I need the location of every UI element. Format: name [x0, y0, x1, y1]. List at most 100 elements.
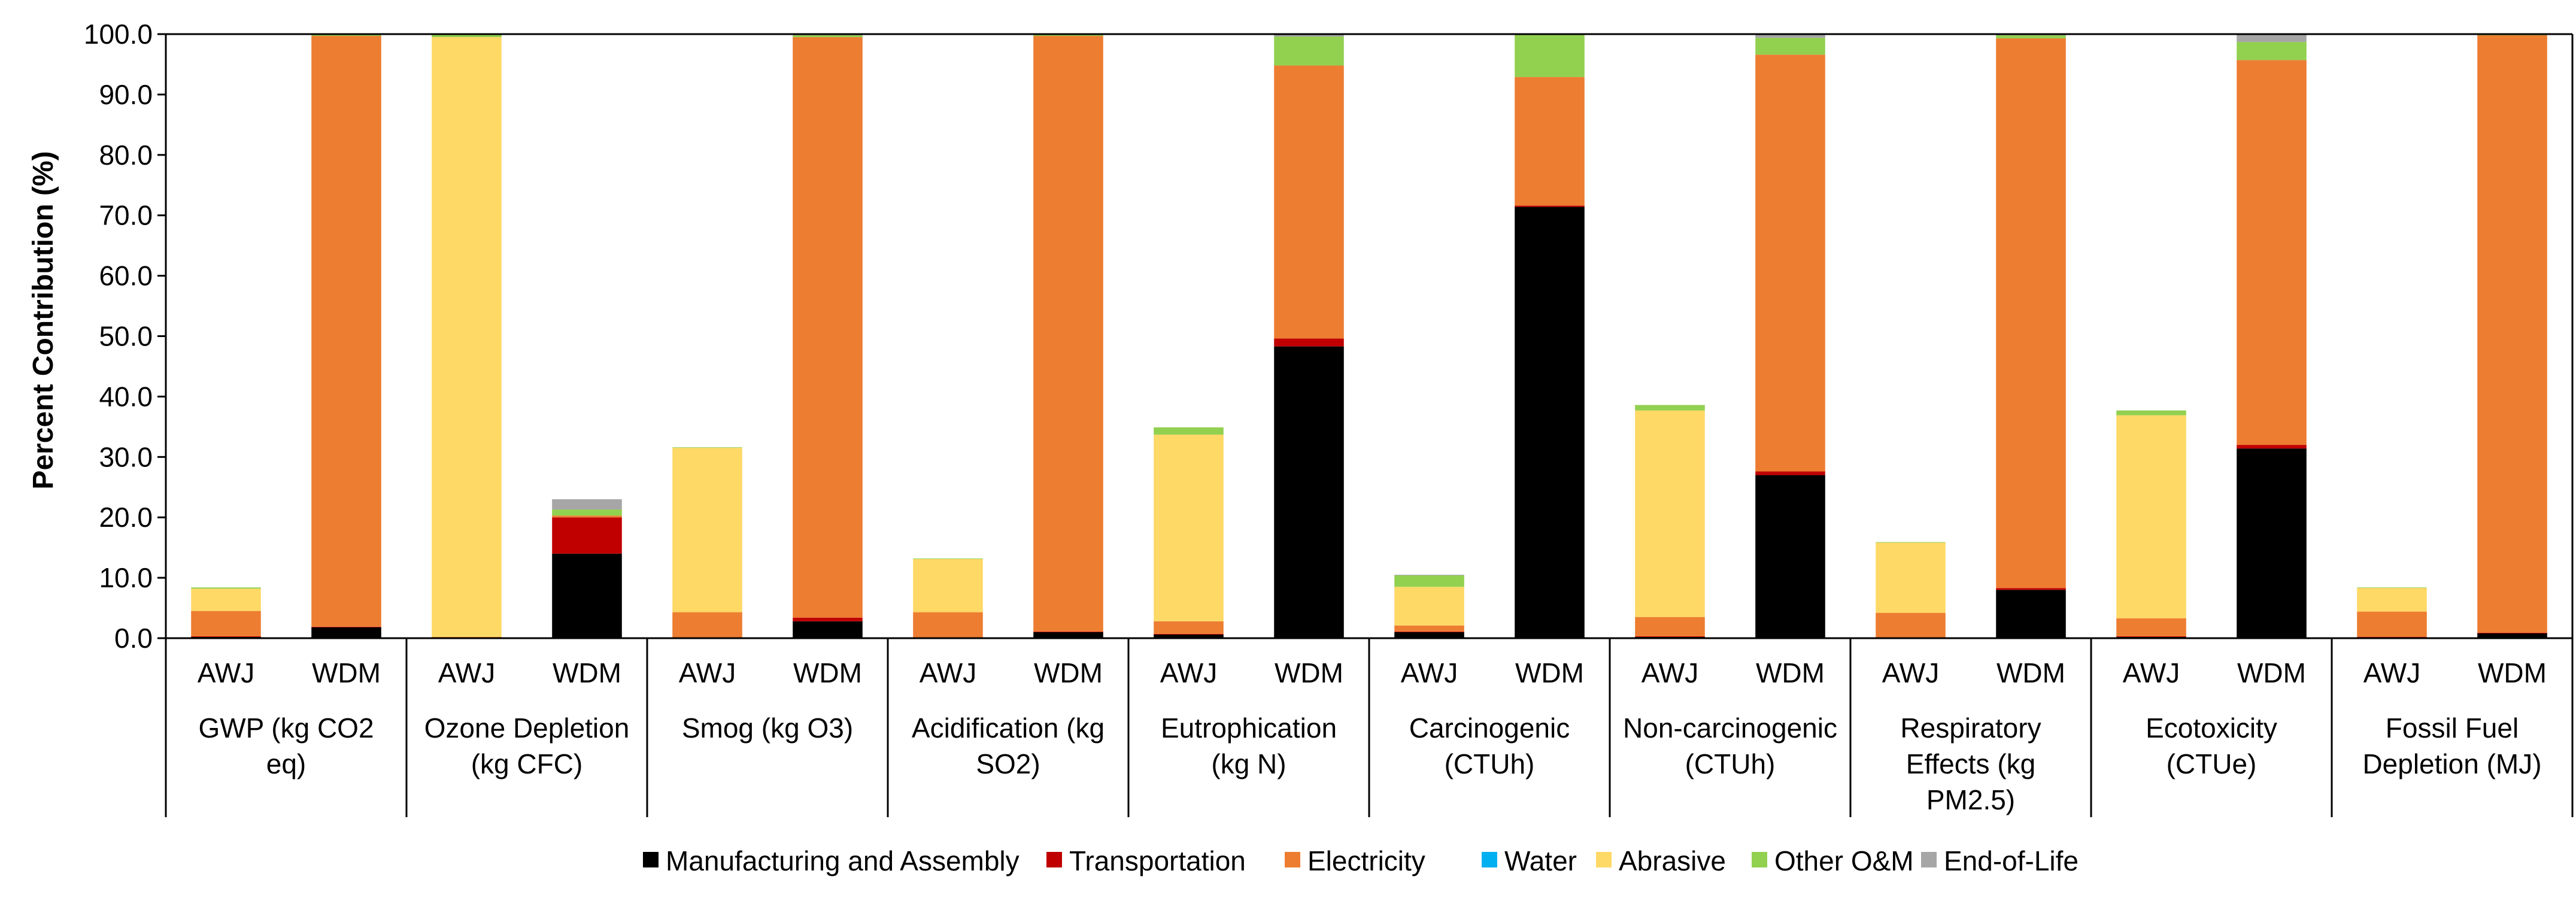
- bar-segment: [311, 36, 381, 627]
- legend-swatch: [1921, 852, 1937, 867]
- bar-label: AWJ: [2123, 657, 2180, 688]
- bar-segment: [1154, 427, 1224, 435]
- bar-segment: [1515, 207, 1585, 639]
- bar-segment: [1033, 36, 1103, 632]
- legend-entry: End-of-Life: [1944, 845, 2079, 876]
- y-tick-label: 90.0: [99, 79, 153, 110]
- bar-segment: [1635, 405, 1705, 411]
- bar-segment: [913, 612, 983, 638]
- bar-segment: [793, 617, 863, 621]
- bar-segment: [2116, 415, 2186, 618]
- group-label: Fossil Fuel: [2386, 712, 2519, 744]
- y-tick-label: 20.0: [99, 502, 153, 533]
- bar-segment: [552, 515, 622, 518]
- group-label: Acidification (kg: [912, 712, 1105, 744]
- bar-segment: [1394, 625, 1464, 632]
- y-tick-label: 40.0: [99, 381, 153, 412]
- bar-segment: [1274, 346, 1344, 638]
- bar-segment: [1394, 575, 1464, 587]
- group-label: PM2.5): [1926, 784, 2015, 815]
- bar-segment: [1755, 38, 1825, 55]
- bar-segment: [2357, 587, 2427, 588]
- group-label: eq): [266, 748, 306, 779]
- bar-label: WDM: [1515, 657, 1584, 688]
- bar-segment: [2477, 35, 2547, 633]
- bar-segment: [1996, 590, 2066, 638]
- bar-segment: [1154, 634, 1224, 638]
- group-label: SO2): [976, 748, 1040, 779]
- bar-segment: [311, 35, 381, 37]
- axes-layer: [157, 33, 2574, 817]
- legend-entry: Electricity: [1307, 845, 1425, 876]
- bar-segment: [672, 612, 742, 638]
- bar-segment: [2116, 410, 2186, 415]
- bar-label: WDM: [2478, 657, 2547, 688]
- bar-label: AWJ: [1160, 657, 1217, 688]
- group-label: Smog (kg O3): [682, 712, 853, 744]
- legend-entry: Water: [1504, 845, 1577, 876]
- bar-segment: [1996, 588, 2066, 590]
- bar-segment: [1274, 37, 1344, 66]
- bar-segment: [1154, 434, 1224, 621]
- y-tick-label: 10.0: [99, 562, 153, 593]
- bar-segment: [793, 621, 863, 638]
- bar-segment: [1876, 612, 1946, 638]
- legend-swatch: [1046, 852, 1062, 867]
- bar-label: WDM: [1997, 657, 2065, 688]
- bar-label: AWJ: [438, 657, 495, 688]
- legend-swatch: [1752, 852, 1767, 867]
- bar-label: WDM: [553, 657, 621, 688]
- group-label: Carcinogenic: [1409, 712, 1570, 744]
- group-label: (CTUe): [2167, 748, 2257, 779]
- bar-segment: [2357, 611, 2427, 637]
- bar-segment: [2237, 448, 2307, 638]
- bar-segment: [432, 37, 502, 637]
- bar-segment: [1033, 632, 1103, 638]
- bar-label: AWJ: [679, 657, 736, 688]
- bar-label: WDM: [1275, 657, 1343, 688]
- legend-swatch: [643, 852, 659, 867]
- y-tick-label: 30.0: [99, 441, 153, 472]
- bar-label: AWJ: [198, 657, 254, 688]
- y-tick-label: 0.0: [114, 623, 153, 654]
- bar-segment: [1033, 35, 1103, 37]
- y-tick-label: 50.0: [99, 321, 153, 352]
- bar-segment: [2116, 618, 2186, 636]
- bar-segment: [2357, 636, 2427, 638]
- bar-segment: [672, 448, 742, 612]
- bar-segment: [793, 35, 863, 38]
- group-label: Respiratory: [1900, 712, 2041, 744]
- bar-segment: [1755, 475, 1825, 638]
- bar-segment: [2477, 633, 2547, 638]
- bar-segment: [1635, 410, 1705, 617]
- bar-segment: [432, 34, 502, 38]
- bar-segment: [2237, 445, 2307, 449]
- legend-swatch: [1285, 852, 1300, 867]
- bar-segment: [2237, 60, 2307, 445]
- group-label: (kg CFC): [471, 748, 583, 779]
- group-label: GWP (kg CO2: [198, 712, 374, 744]
- bar-segment: [552, 553, 622, 638]
- bar-segment: [1515, 77, 1585, 206]
- bar-label: WDM: [793, 657, 862, 688]
- bar-segment: [1154, 633, 1224, 635]
- bar-label: AWJ: [2363, 657, 2420, 688]
- legend-entry: Transportation: [1069, 845, 1246, 876]
- bar-segment: [1394, 632, 1464, 638]
- bar-segment: [2237, 42, 2307, 60]
- bar-segment: [311, 627, 381, 638]
- bar-segment: [1755, 54, 1825, 472]
- bar-label: WDM: [1756, 657, 1825, 688]
- bar-segment: [1996, 35, 2066, 39]
- bar-label: AWJ: [1401, 657, 1458, 688]
- bar-segment: [1755, 471, 1825, 475]
- group-label: Ozone Depletion: [424, 712, 630, 744]
- bar-segment: [2357, 588, 2427, 612]
- bar-segment: [1996, 38, 2066, 588]
- bar-segment: [2116, 636, 2186, 637]
- group-label: Depletion (MJ): [2362, 748, 2541, 779]
- bar-label: WDM: [1034, 657, 1103, 688]
- group-label: (CTUh): [1685, 748, 1776, 779]
- bar-segment: [1635, 636, 1705, 637]
- legend-entry: Abrasive: [1619, 845, 1726, 876]
